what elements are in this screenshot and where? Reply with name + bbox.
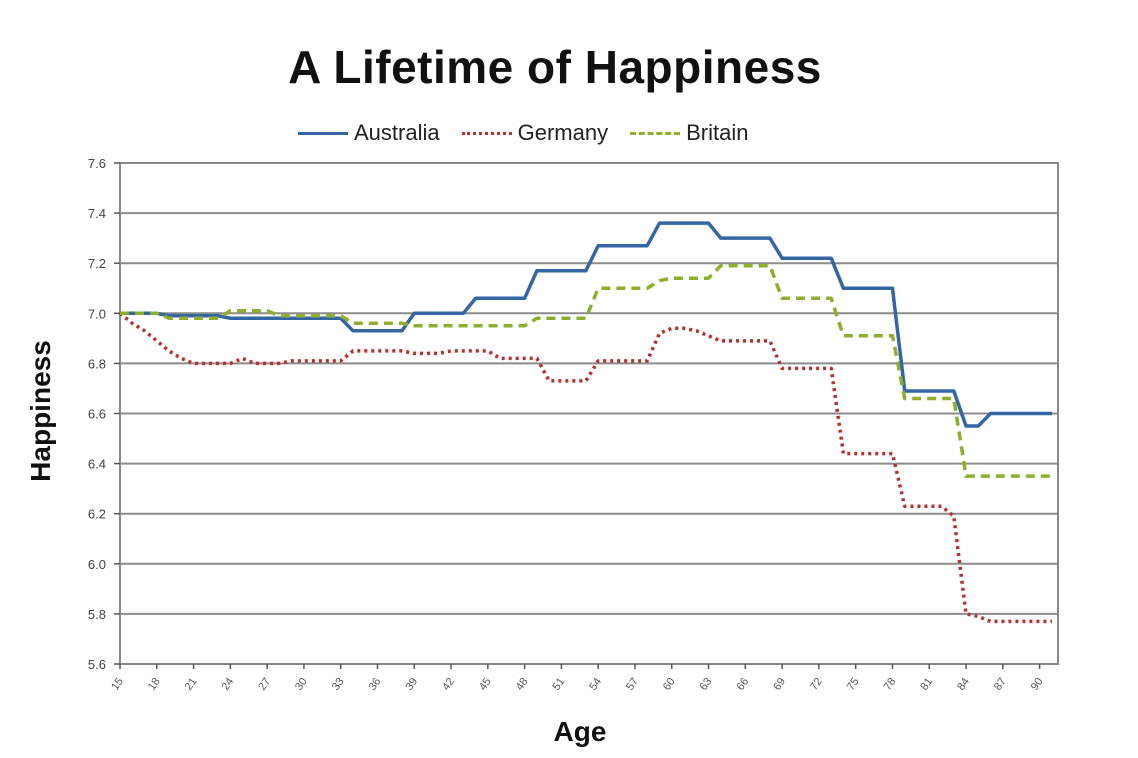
x-tick-label: 39 bbox=[403, 676, 420, 693]
series-line-germany bbox=[118, 311, 1052, 624]
x-tick-label: 57 bbox=[624, 676, 641, 693]
legend: Australia Germany Britain bbox=[298, 120, 770, 146]
legend-swatch-britain bbox=[630, 131, 681, 135]
x-tick-label: 24 bbox=[219, 676, 236, 693]
chart-title: A Lifetime of Happiness bbox=[288, 41, 822, 93]
x-tick-label: 45 bbox=[477, 676, 494, 693]
x-tick-label: 60 bbox=[661, 676, 678, 693]
legend-swatch-australia bbox=[298, 131, 348, 135]
legend-label-germany: Germany bbox=[517, 120, 609, 145]
x-tick-label: 27 bbox=[256, 676, 273, 693]
x-tick-label: 51 bbox=[551, 676, 568, 693]
x-tick-label: 42 bbox=[440, 676, 457, 693]
x-axis-label: Age bbox=[553, 716, 607, 747]
y-tick-label: 6.2 bbox=[88, 507, 106, 522]
y-tick-label: 7.6 bbox=[88, 156, 106, 171]
series-line-australia bbox=[120, 221, 1052, 428]
x-tick-label: 15 bbox=[109, 676, 126, 693]
y-tick-label: 5.6 bbox=[88, 657, 106, 672]
legend-item-britain: Britain bbox=[630, 120, 748, 146]
y-tick-label: 6.0 bbox=[88, 557, 106, 572]
y-tick-label: 6.4 bbox=[88, 457, 106, 472]
y-tick-label: 7.0 bbox=[88, 306, 106, 321]
x-tick-label: 54 bbox=[587, 676, 604, 693]
x-tick-label: 66 bbox=[734, 676, 751, 693]
x-tick-label: 84 bbox=[955, 676, 972, 693]
x-tick-label: 48 bbox=[514, 676, 531, 693]
x-tick-label: 75 bbox=[845, 676, 862, 693]
y-tick-label: 6.8 bbox=[88, 356, 106, 371]
y-tick-label: 6.6 bbox=[88, 407, 106, 422]
legend-label-britain: Britain bbox=[686, 120, 749, 145]
legend-swatch-germany bbox=[461, 131, 512, 135]
x-tick-label: 69 bbox=[771, 676, 788, 693]
y-tick-label: 7.4 bbox=[88, 206, 106, 221]
legend-label-australia: Australia bbox=[354, 120, 440, 145]
x-tick-label: 81 bbox=[918, 676, 935, 693]
x-tick-label: 36 bbox=[367, 676, 384, 693]
x-tick-label: 33 bbox=[330, 676, 347, 693]
x-tick-label: 30 bbox=[293, 676, 310, 693]
y-tick-label: 5.8 bbox=[88, 607, 106, 622]
y-tick-label: 7.2 bbox=[88, 256, 106, 271]
x-tick-label: 78 bbox=[882, 676, 899, 693]
x-tick-label: 72 bbox=[808, 676, 825, 693]
x-tick-label: 90 bbox=[1029, 676, 1046, 693]
x-tick-label: 21 bbox=[183, 676, 200, 693]
x-tick-label: 63 bbox=[698, 676, 715, 693]
x-tick-label: 18 bbox=[146, 676, 163, 693]
legend-item-germany: Germany bbox=[461, 120, 609, 146]
legend-item-australia: Australia bbox=[298, 120, 440, 146]
x-tick-label: 87 bbox=[992, 676, 1009, 693]
